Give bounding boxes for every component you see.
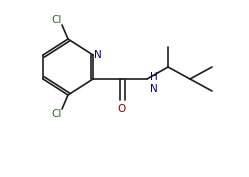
- Text: H
N: H N: [150, 72, 158, 94]
- Text: Cl: Cl: [52, 15, 62, 25]
- Text: Cl: Cl: [52, 109, 62, 119]
- Text: N: N: [94, 50, 102, 60]
- Text: O: O: [118, 104, 126, 114]
